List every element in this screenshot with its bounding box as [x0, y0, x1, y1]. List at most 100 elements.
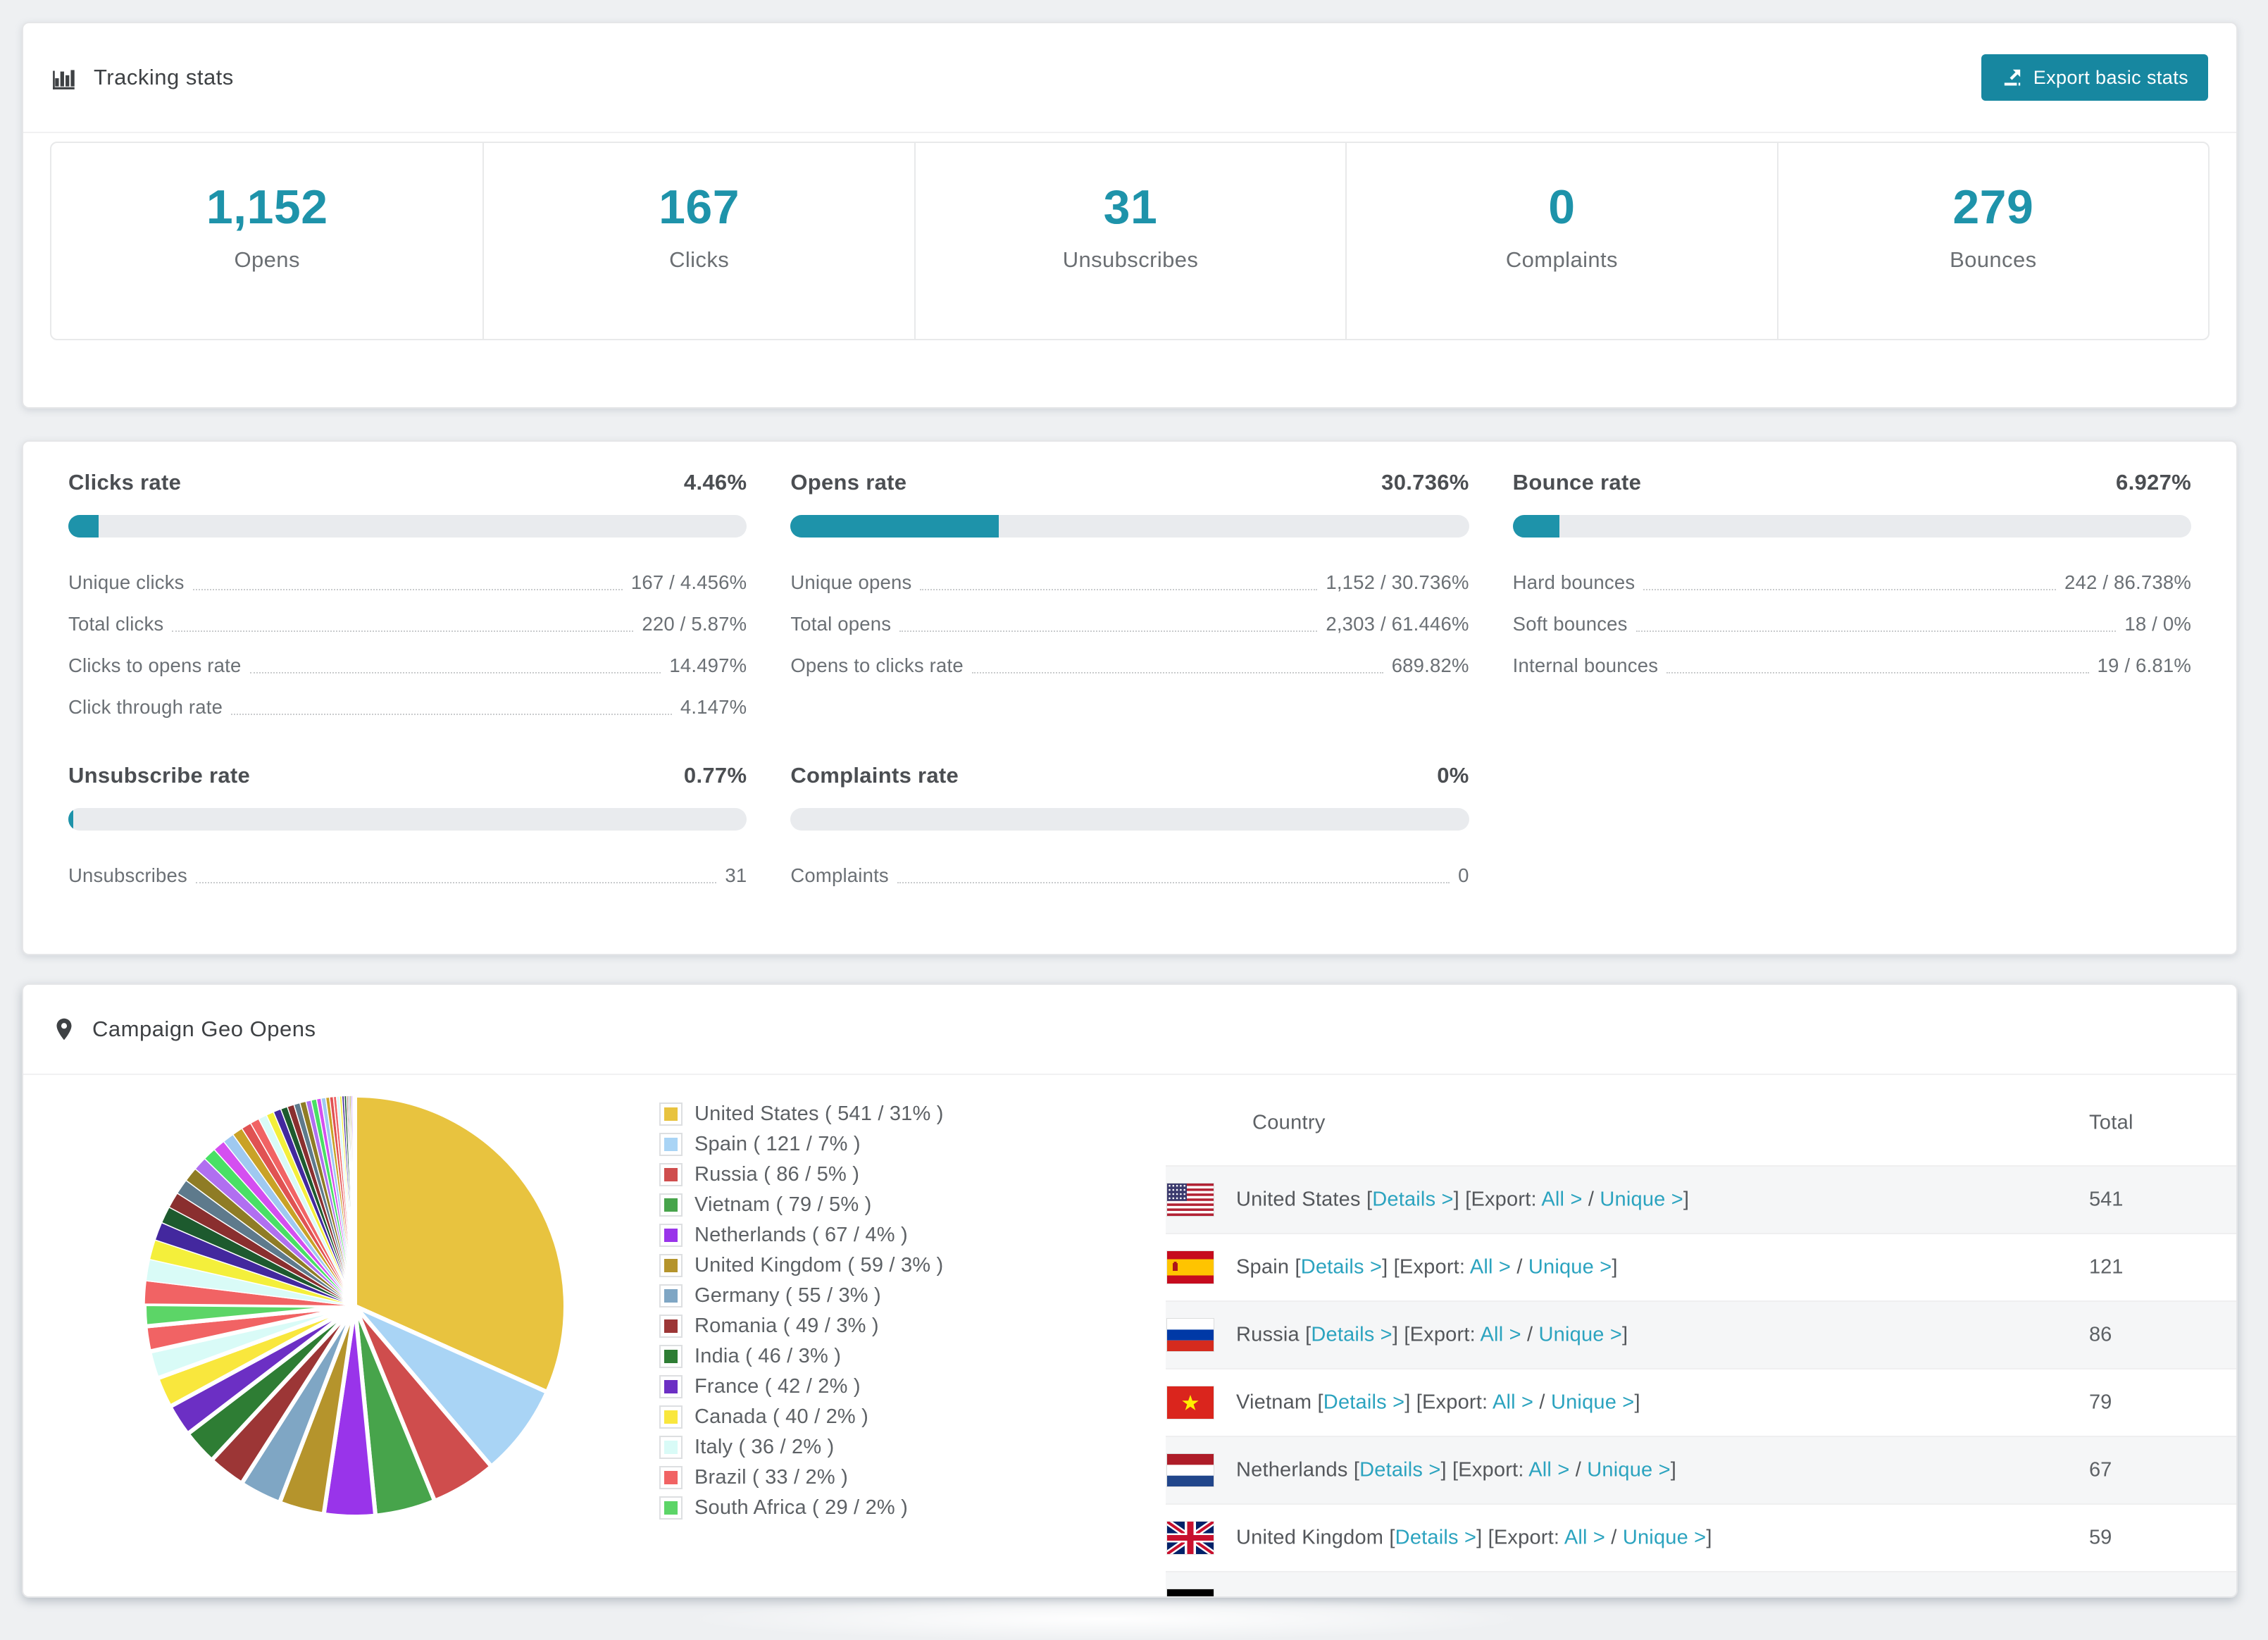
summary-stat-unsubscribes: 31 Unsubscribes	[914, 143, 1345, 339]
legend-swatch	[659, 1315, 683, 1338]
detail-label: Hard bounces	[1512, 571, 1635, 593]
geo-opens-table: Country Total United States [Details >] …	[1166, 1081, 2236, 1597]
export-unique-link[interactable]: Unique >	[1560, 1594, 1644, 1597]
export-all-link[interactable]: All >	[1564, 1526, 1606, 1549]
export-basic-stats-button[interactable]: Export basic stats	[1981, 54, 2208, 101]
country-cell: Russia [Details >] [Export: All > / Uniq…	[1236, 1324, 1628, 1347]
export-unique-link[interactable]: Unique >	[1622, 1526, 1707, 1549]
export-unique-link[interactable]: Unique >	[1587, 1458, 1671, 1481]
detail-value: 220 / 5.87%	[642, 612, 747, 635]
export-all-link[interactable]: All >	[1502, 1594, 1543, 1597]
legend-item-germany: Germany ( 55 / 3% )	[659, 1281, 944, 1311]
rate-progress-fill	[1512, 515, 1560, 538]
export-unique-link[interactable]: Unique >	[1538, 1323, 1623, 1346]
tracking-stats-header: Tracking stats Export basic stats	[23, 23, 2236, 133]
bracket: [	[1317, 1391, 1323, 1414]
details-link[interactable]: Details >	[1395, 1526, 1477, 1549]
details-link[interactable]: Details >	[1333, 1594, 1414, 1597]
country-name: United Kingdom	[1236, 1526, 1390, 1549]
legend-item-vietnam: Vietnam ( 79 / 5% )	[659, 1190, 944, 1220]
summary-stat-bounces: 279 Bounces	[1776, 143, 2208, 339]
geo-opens-pie-chart	[142, 1093, 568, 1519]
country-total: 541	[2089, 1188, 2124, 1211]
rate-title: Complaints rate	[790, 763, 959, 788]
country-cell: United Kingdom [Details >] [Export: All …	[1236, 1527, 1712, 1550]
rate-title: Opens rate	[790, 470, 907, 495]
bracket: ]	[1440, 1458, 1453, 1481]
detail-value: 167 / 4.456%	[630, 571, 747, 593]
summary-stat-complaints: 0 Complaints	[1345, 143, 1776, 339]
export-button-label: Export basic stats	[2033, 66, 2188, 88]
details-link[interactable]: Details >	[1359, 1458, 1441, 1481]
rate-detail-rows: Unsubscribes 31	[68, 855, 747, 896]
legend-label: Netherlands ( 67 / 4% )	[694, 1224, 908, 1246]
country-total: 55	[2089, 1594, 2112, 1597]
bracket: [	[1295, 1255, 1301, 1279]
detail-row: Clicks to opens rate 14.497%	[68, 645, 747, 686]
legend-item-india: India ( 46 / 3% )	[659, 1341, 944, 1372]
bracket: [	[1353, 1458, 1360, 1481]
bracket: ]	[1476, 1526, 1488, 1549]
detail-row: Click through rate 4.147%	[68, 686, 747, 728]
detail-row: Hard bounces 242 / 86.738%	[1513, 561, 2191, 603]
country-total: 59	[2089, 1526, 2112, 1549]
country-name: Netherlands	[1236, 1458, 1354, 1481]
legend-swatch	[659, 1254, 683, 1277]
country-cell: Spain [Details >] [Export: All > / Uniqu…	[1236, 1256, 1618, 1279]
detail-value: 0	[1458, 864, 1469, 886]
legend-item-romania: Romania ( 49 / 3% )	[659, 1311, 944, 1341]
dotted-leader	[1643, 588, 2057, 590]
country-name: United States	[1236, 1188, 1366, 1211]
rate-section-complaints-rate: Complaints rate 0% Complaints 0	[790, 762, 1469, 896]
card-title: Tracking stats	[94, 65, 234, 89]
export-all-link[interactable]: All >	[1480, 1323, 1521, 1346]
detail-label: Soft bounces	[1512, 612, 1628, 635]
bracket: ]	[1644, 1594, 1650, 1597]
export-label: [Export:	[1404, 1323, 1481, 1346]
rate-title: Unsubscribe rate	[68, 763, 251, 788]
rate-progress-bar	[1512, 515, 2191, 538]
export-all-link[interactable]: All >	[1528, 1458, 1570, 1481]
rate-progress-bar	[68, 515, 747, 538]
legend-swatch	[659, 1133, 683, 1156]
legend-swatch	[659, 1405, 683, 1429]
export-all-link[interactable]: All >	[1469, 1255, 1512, 1279]
de-flag-icon	[1167, 1589, 1214, 1596]
geo-opens-header: Campaign Geo Opens	[23, 985, 2236, 1075]
detail-label: Unsubscribes	[68, 864, 187, 886]
detail-value: 19 / 6.81%	[2097, 654, 2191, 676]
rate-section-head: Opens rate 30.736%	[790, 468, 1469, 497]
stat-value: 279	[1952, 180, 2034, 234]
table-row-united-kingdom: United Kingdom [Details >] [Export: All …	[1166, 1503, 2236, 1571]
bar-chart-icon	[51, 65, 78, 90]
details-link[interactable]: Details >	[1372, 1188, 1454, 1211]
export-all-link[interactable]: All >	[1492, 1391, 1534, 1414]
stat-label: Complaints	[1505, 247, 1618, 272]
export-unique-link[interactable]: Unique >	[1600, 1188, 1683, 1211]
details-link[interactable]: Details >	[1300, 1255, 1383, 1279]
stat-value: 31	[1103, 180, 1158, 234]
total-column-header: Total	[2089, 1111, 2133, 1134]
map-pin-icon	[51, 1014, 77, 1045]
details-link[interactable]: Details >	[1323, 1391, 1405, 1414]
bracket: ]	[1453, 1188, 1466, 1211]
separator: /	[1605, 1526, 1623, 1549]
dotted-leader	[971, 671, 1383, 673]
rate-detail-rows: Hard bounces 242 / 86.738% Soft bounces 18 …	[1513, 561, 2191, 686]
details-link[interactable]: Details >	[1311, 1323, 1392, 1346]
legend-label: France ( 42 / 2% )	[694, 1375, 861, 1398]
ru-flag-icon	[1167, 1319, 1214, 1351]
separator: /	[1569, 1458, 1588, 1481]
legend-item-brazil: Brazil ( 33 / 2% )	[659, 1462, 944, 1493]
summary-stats-box: 1,152 Opens 167 Clicks 31 Unsubscribes 0 Compla…	[50, 142, 2210, 340]
legend-swatch	[659, 1224, 683, 1247]
legend-item-russia: Russia ( 86 / 5% )	[659, 1160, 944, 1190]
export-unique-link[interactable]: Unique >	[1528, 1255, 1612, 1279]
export-unique-link[interactable]: Unique >	[1550, 1391, 1635, 1414]
legend-item-italy: Italy ( 36 / 2% )	[659, 1432, 944, 1462]
export-all-link[interactable]: All >	[1541, 1188, 1583, 1211]
stat-label: Opens	[234, 247, 300, 272]
rate-progress-bar	[790, 808, 1469, 831]
dotted-leader	[920, 588, 1318, 590]
rate-value: 4.46%	[683, 470, 747, 495]
